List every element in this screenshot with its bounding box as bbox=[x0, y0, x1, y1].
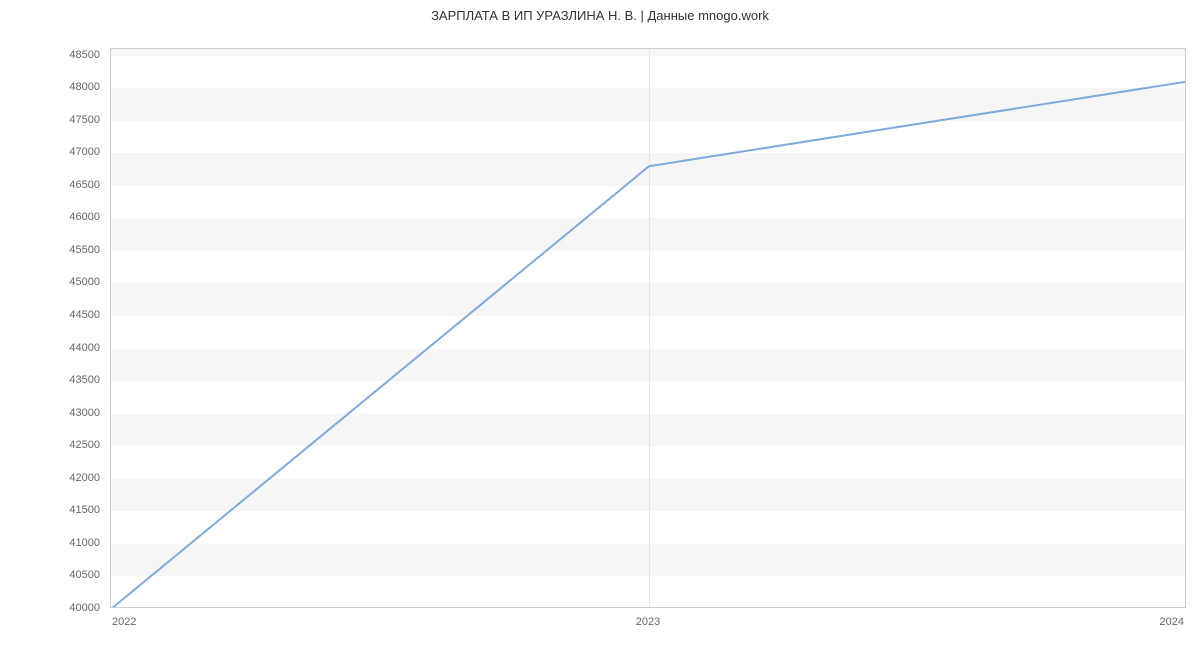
y-tick-label: 41500 bbox=[50, 504, 100, 516]
x-tick-label: 2022 bbox=[112, 616, 136, 628]
y-tick-label: 43000 bbox=[50, 407, 100, 419]
y-tick-label: 44500 bbox=[50, 309, 100, 321]
y-tick-label: 42000 bbox=[50, 472, 100, 484]
y-tick-label: 40000 bbox=[50, 602, 100, 614]
y-tick-label: 45500 bbox=[50, 244, 100, 256]
x-tick-label: 2023 bbox=[636, 616, 660, 628]
y-tick-label: 46000 bbox=[50, 211, 100, 223]
y-tick-label: 40500 bbox=[50, 569, 100, 581]
chart-title: ЗАРПЛАТА В ИП УРАЗЛИНА Н. В. | Данные mn… bbox=[0, 8, 1200, 23]
y-tick-label: 48500 bbox=[50, 49, 100, 61]
y-tick-label: 41000 bbox=[50, 537, 100, 549]
plot-area bbox=[110, 48, 1186, 608]
y-tick-label: 44000 bbox=[50, 342, 100, 354]
y-tick-label: 42500 bbox=[50, 439, 100, 451]
y-tick-label: 47000 bbox=[50, 146, 100, 158]
line-layer bbox=[111, 49, 1186, 608]
y-tick-label: 47500 bbox=[50, 114, 100, 126]
chart-container: ЗАРПЛАТА В ИП УРАЗЛИНА Н. В. | Данные mn… bbox=[0, 0, 1200, 650]
y-tick-label: 48000 bbox=[50, 81, 100, 93]
y-tick-label: 46500 bbox=[50, 179, 100, 191]
y-tick-label: 43500 bbox=[50, 374, 100, 386]
series-line-salary bbox=[111, 82, 1186, 608]
x-tick-label: 2024 bbox=[1160, 616, 1184, 628]
y-tick-label: 45000 bbox=[50, 276, 100, 288]
